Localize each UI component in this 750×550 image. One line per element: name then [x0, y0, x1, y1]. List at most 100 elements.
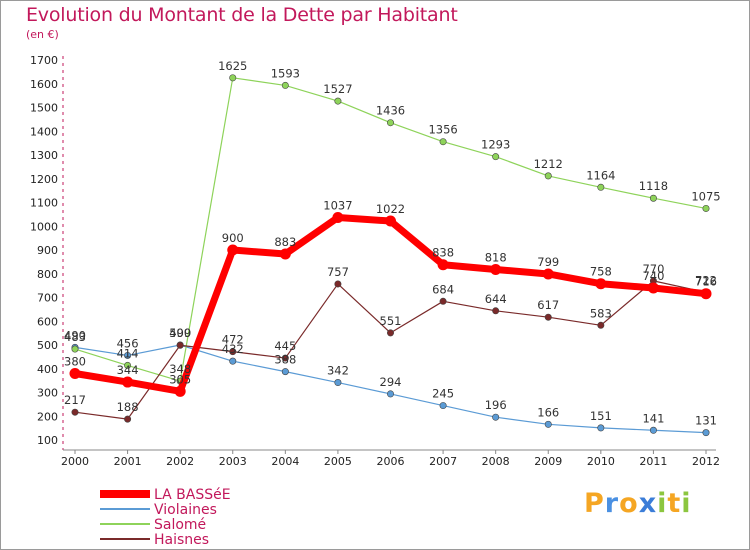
data-label: 245	[432, 387, 454, 401]
data-label: 500	[169, 326, 191, 340]
y-tick-label: 1500	[30, 102, 58, 115]
y-tick-label: 900	[37, 244, 58, 257]
data-point	[492, 307, 500, 315]
data-label: 799	[537, 255, 559, 269]
data-label: 131	[695, 414, 717, 428]
data-point	[332, 211, 344, 223]
data-label: 472	[222, 333, 244, 347]
y-tick-label: 1400	[30, 125, 58, 138]
data-point	[386, 390, 394, 398]
chart-title: Evolution du Montant de la Dette par Hab…	[26, 4, 458, 26]
data-point	[544, 172, 552, 180]
data-point	[492, 413, 500, 421]
logo-letter: P	[584, 488, 605, 519]
x-tick-label: 2004	[271, 455, 299, 468]
x-tick-label: 2007	[429, 455, 457, 468]
y-tick-label: 400	[37, 363, 58, 376]
data-label: 883	[274, 235, 296, 249]
data-point	[439, 402, 447, 410]
x-tick-label: 2009	[534, 455, 562, 468]
data-point	[281, 368, 289, 376]
data-label: 414	[117, 346, 139, 360]
y-tick-label: 1600	[30, 78, 58, 91]
data-label: 1593	[271, 66, 300, 80]
data-label: 188	[117, 400, 139, 414]
data-label: 217	[64, 393, 86, 407]
data-point	[176, 341, 184, 349]
x-tick-label: 2000	[61, 455, 89, 468]
data-point	[595, 278, 607, 290]
data-label: 716	[695, 275, 717, 289]
data-label: 758	[590, 265, 612, 279]
data-label: 388	[274, 353, 296, 367]
series-layer	[69, 74, 712, 437]
data-label: 1164	[586, 168, 615, 182]
data-label: 305	[169, 372, 191, 386]
data-label: 348	[169, 362, 191, 376]
data-point	[229, 74, 237, 82]
data-point	[386, 329, 394, 337]
data-label: 151	[590, 409, 612, 423]
data-label: 644	[485, 292, 507, 306]
data-point	[597, 183, 605, 191]
data-label: 1118	[639, 179, 668, 193]
data-label: 456	[117, 336, 139, 350]
data-label: 1037	[323, 198, 352, 212]
proxiti-logo: Proxiti	[584, 488, 692, 519]
x-tick-label: 2011	[639, 455, 667, 468]
data-label: 1075	[691, 189, 720, 203]
y-tick-label: 500	[37, 339, 58, 352]
chart-subtitle: (en €)	[26, 28, 59, 41]
data-point	[597, 424, 605, 432]
data-point	[122, 376, 134, 388]
data-label: 445	[274, 339, 296, 353]
y-tick-label: 1200	[30, 173, 58, 186]
data-label: 900	[222, 231, 244, 245]
legend-label: Violaines	[154, 502, 217, 518]
data-point	[174, 385, 186, 397]
data-label: 344	[117, 363, 139, 377]
data-point	[385, 215, 396, 227]
data-label: 141	[642, 411, 664, 425]
data-point	[229, 357, 237, 365]
data-point	[544, 420, 552, 428]
data-label: 342	[327, 364, 349, 378]
data-label: 294	[380, 375, 402, 389]
y-tick-label: 1100	[30, 197, 58, 210]
data-point	[702, 429, 710, 437]
data-point	[702, 204, 710, 212]
data-point	[71, 408, 79, 416]
y-tick-label: 600	[37, 315, 58, 328]
data-point	[124, 351, 132, 359]
data-point	[544, 313, 552, 321]
y-tick-label: 1300	[30, 149, 58, 162]
y-tick-label: 1700	[30, 54, 58, 67]
data-point	[281, 81, 289, 89]
data-point	[229, 348, 237, 356]
y-tick-label: 800	[37, 268, 58, 281]
data-labels: 380 344 305 900 883 1037 1022 838 818 799 758 740 71…	[64, 59, 721, 428]
data-label: 740	[642, 269, 664, 283]
data-label: 196	[485, 398, 507, 412]
x-tick-label: 2003	[219, 455, 247, 468]
data-label: 583	[590, 306, 612, 320]
data-point	[597, 321, 605, 329]
data-point	[439, 138, 447, 146]
data-label: 1022	[376, 202, 405, 216]
data-label: 757	[327, 265, 349, 279]
data-point	[334, 280, 342, 288]
data-point	[279, 248, 291, 260]
data-label: 818	[485, 250, 507, 264]
legend-label: Salomé	[154, 517, 206, 533]
data-point	[124, 361, 132, 369]
data-label: 432	[222, 342, 244, 356]
series-0	[69, 211, 712, 397]
y-tick-label: 1000	[30, 220, 58, 233]
data-point	[227, 244, 239, 256]
data-point	[281, 354, 289, 362]
data-point	[649, 426, 657, 434]
legend-label: Haisnes	[154, 532, 209, 548]
logo-letter: i	[657, 488, 668, 519]
